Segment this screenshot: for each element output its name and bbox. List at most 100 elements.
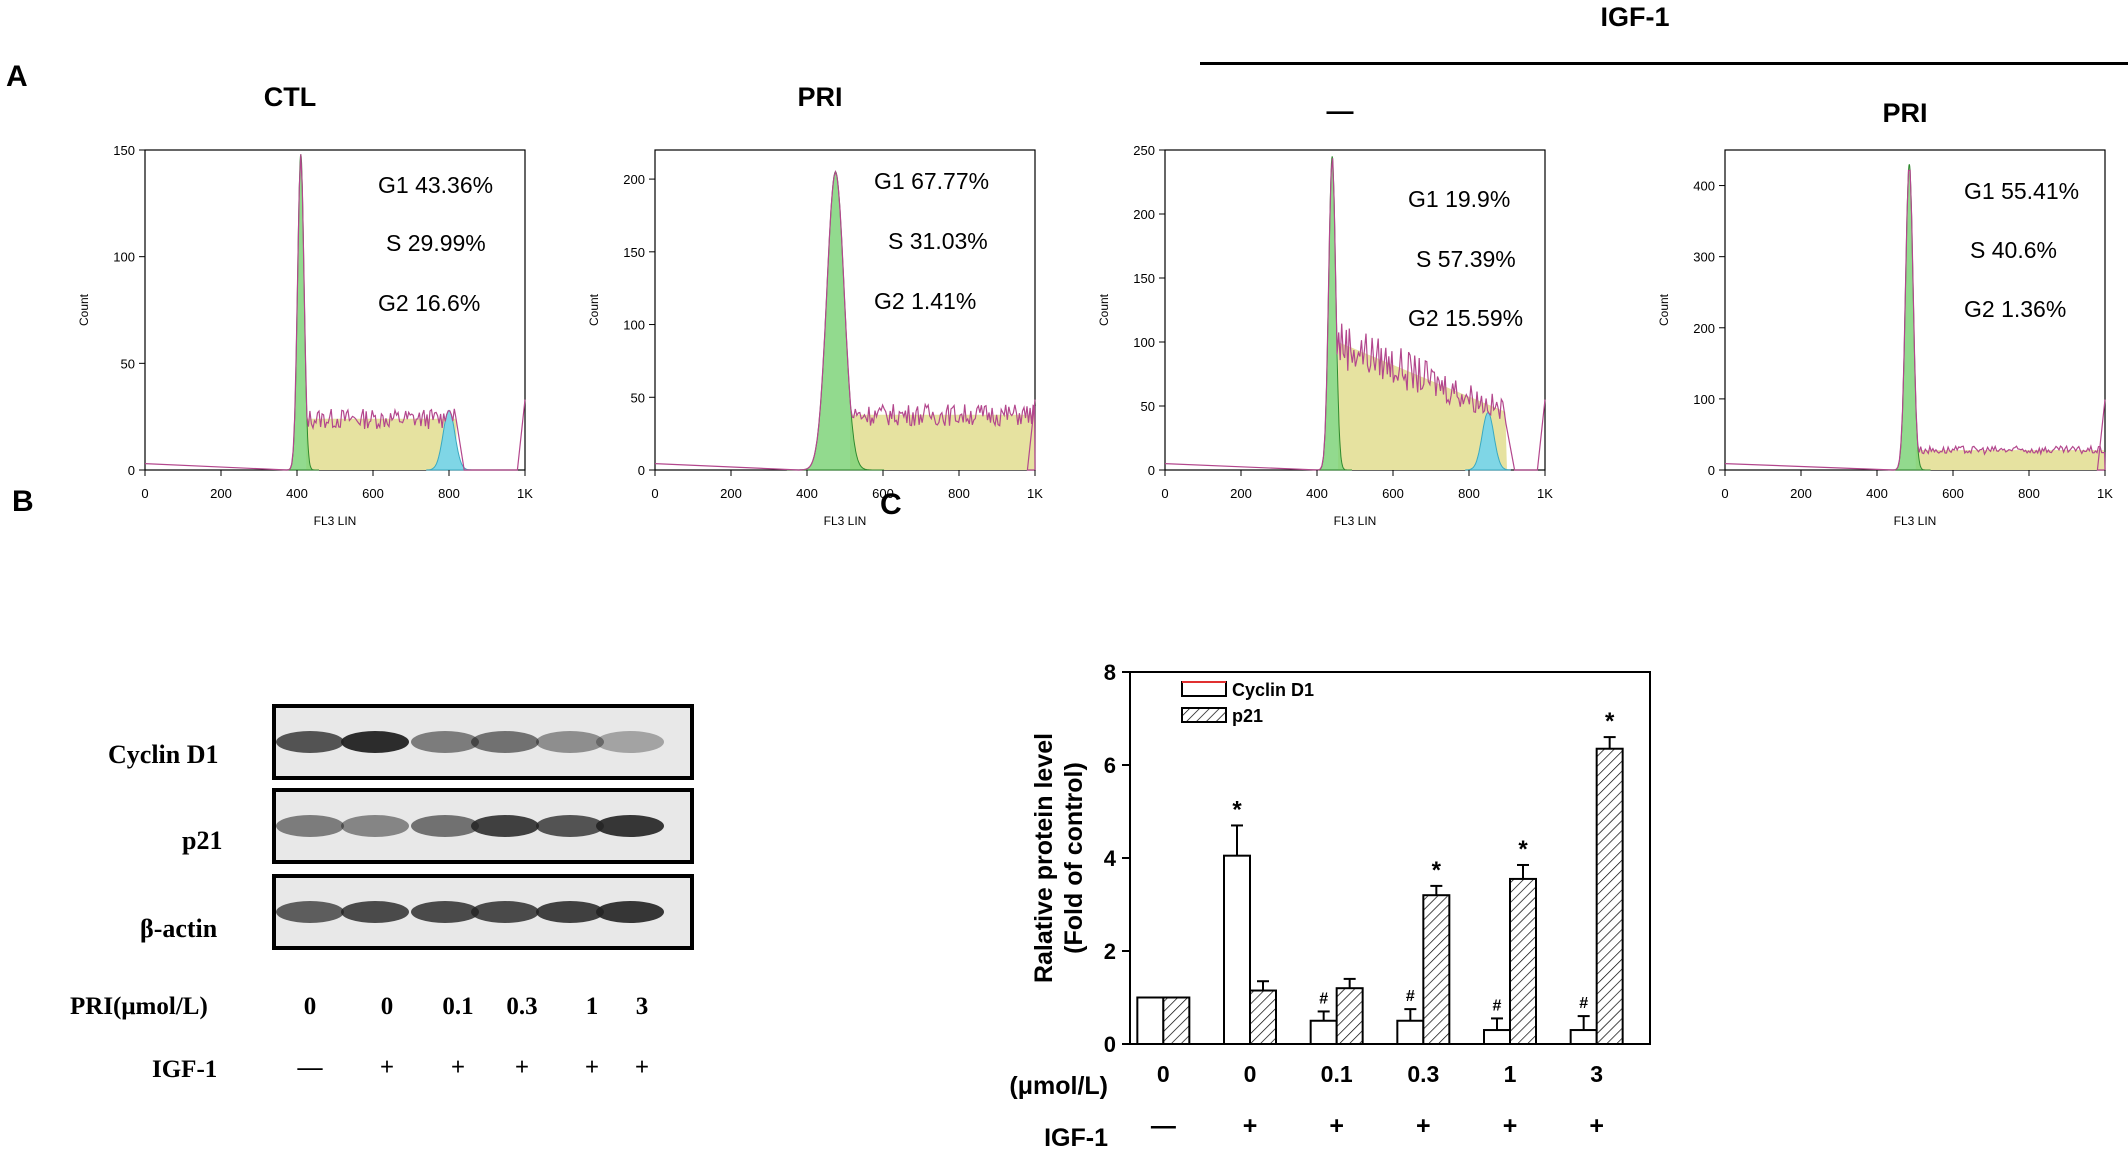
bar-cyclin-d1 bbox=[1569, 1029, 1598, 1045]
hist-ytick-label: 150 bbox=[113, 143, 135, 158]
chart-igf-value: + bbox=[1243, 1112, 1258, 1140]
hist-xtick-label: 0 bbox=[1721, 486, 1728, 501]
hist-xlabel: FL3 LIN bbox=[314, 514, 357, 528]
hist0-stat-g2: G2 16.6% bbox=[378, 290, 481, 316]
chart-xtick-label: 0.3 bbox=[1407, 1061, 1439, 1087]
histogram-igf: 0 50 100 150 200 250 0 200 400 600 800 1K FL3 LIN Cou… bbox=[1097, 143, 1553, 528]
hist-ytick-label: 100 bbox=[1133, 335, 1155, 350]
chart-xtick-label: 1 bbox=[1504, 1061, 1517, 1087]
chart-xtick-label: 0 bbox=[1157, 1061, 1170, 1087]
blot-band bbox=[596, 815, 664, 837]
hist-xtick-label: 800 bbox=[1458, 486, 1480, 501]
hist-ytick-label: 100 bbox=[1693, 392, 1715, 407]
blot-pri-value: 0 bbox=[380, 993, 394, 1020]
blot-pri-value: 1 bbox=[585, 993, 599, 1020]
chart-xtick-label: 3 bbox=[1590, 1061, 1603, 1087]
hist-xtick-label: 200 bbox=[720, 486, 742, 501]
chart-ytick-label: 8 bbox=[1104, 660, 1116, 685]
hist-xlabel: FL3 LIN bbox=[1894, 514, 1937, 528]
hist-s-phase-fill bbox=[850, 414, 1035, 470]
hist-xtick-label: 0 bbox=[141, 486, 148, 501]
blot-band bbox=[596, 731, 664, 753]
hist1-stat-g2: G2 1.41% bbox=[874, 288, 977, 314]
chart-igf-value: — bbox=[1151, 1112, 1176, 1140]
hist-ytick-label: 200 bbox=[1133, 207, 1155, 222]
bar-chart: 0 2 4 6 8 Ralative protein level (Fold of cont… bbox=[1010, 660, 1651, 1152]
chart-frame bbox=[1129, 671, 1651, 1045]
blot-pri-value: 0.1 bbox=[442, 993, 474, 1020]
hist-xtick-label: 200 bbox=[1230, 486, 1252, 501]
bar-p21 bbox=[1509, 877, 1537, 1045]
blot-igf-value: + bbox=[584, 1054, 600, 1081]
blot-band bbox=[341, 731, 409, 753]
chart-igf-value: + bbox=[1416, 1112, 1431, 1140]
blot-band bbox=[341, 901, 409, 923]
hist-xtick-label: 1K bbox=[1537, 486, 1553, 501]
blot-igf-value: + bbox=[379, 1054, 395, 1081]
hist-ylabel: Count bbox=[77, 293, 91, 326]
hist-data-trace bbox=[654, 169, 1036, 471]
hist1-stat-g1: G1 67.77% bbox=[874, 168, 990, 194]
hist0-stat-g1: G1 43.36% bbox=[378, 172, 494, 198]
significance-mark: * bbox=[1432, 857, 1442, 884]
hist-ytick-label: 0 bbox=[638, 463, 645, 478]
hist-ylabel: Count bbox=[1097, 293, 1111, 326]
hist-xtick-label: 400 bbox=[1866, 486, 1888, 501]
blot-band bbox=[411, 901, 479, 923]
bar-p21 bbox=[1595, 747, 1624, 1045]
significance-mark: * bbox=[1518, 836, 1528, 863]
chart-pri-label: PRI(μmol/L) bbox=[1010, 1072, 1108, 1100]
hist-xlabel: FL3 LIN bbox=[1334, 514, 1377, 528]
chart-igf-label: IGF-1 bbox=[1044, 1124, 1108, 1152]
blot-label-cyclin-d1: Cyclin D1 bbox=[108, 740, 219, 769]
histogram-ctl: 0 50 100 150 0 200 400 600 800 1K FL3 LIN Count bbox=[77, 143, 533, 528]
hist-xtick-label: 1K bbox=[517, 486, 533, 501]
chart-xtick-label: 0 bbox=[1244, 1061, 1257, 1087]
hist-xtick-label: 400 bbox=[796, 486, 818, 501]
blot-igf-value: + bbox=[634, 1054, 650, 1081]
blot-band bbox=[536, 731, 604, 753]
blot-band bbox=[276, 901, 344, 923]
significance-mark: * bbox=[1605, 708, 1615, 735]
hist-xtick-label: 200 bbox=[1790, 486, 1812, 501]
hist-xtick-label: 1K bbox=[2097, 486, 2113, 501]
hist-xtick-label: 800 bbox=[948, 486, 970, 501]
hist-title-pri: PRI bbox=[797, 82, 843, 112]
chart-ytick-label: 6 bbox=[1104, 753, 1116, 778]
hist-ytick-label: 50 bbox=[121, 356, 135, 371]
hist-ytick-label: 0 bbox=[1148, 463, 1155, 478]
hist2-stat-g1: G1 19.9% bbox=[1408, 186, 1511, 212]
blot-label-beta-actin: β-actin bbox=[140, 914, 218, 943]
hist-ytick-label: 50 bbox=[631, 390, 645, 405]
legend-label-cyclin-d1: Cyclin D1 bbox=[1232, 680, 1314, 700]
hist3-stat-g2: G2 1.36% bbox=[1964, 296, 2067, 322]
hist-xtick-label: 1K bbox=[1027, 486, 1043, 501]
chart-ylabel-line2: (Fold of control) bbox=[1060, 762, 1088, 954]
hist2-stat-s: S 57.39% bbox=[1416, 246, 1516, 272]
chart-igf-value: + bbox=[1589, 1112, 1604, 1140]
blot-band bbox=[411, 815, 479, 837]
hist-xtick-label: 600 bbox=[1382, 486, 1404, 501]
hist-ytick-label: 0 bbox=[1708, 463, 1715, 478]
bar-p21 bbox=[1162, 996, 1191, 1045]
hist-s-phase-fill bbox=[1915, 450, 2105, 470]
blot-pri-label: PRI(μmol/L) bbox=[70, 993, 208, 1020]
chart-ylabel-line1: Ralative protein level bbox=[1030, 733, 1058, 983]
hist-ytick-label: 200 bbox=[623, 172, 645, 187]
hist-ytick-label: 400 bbox=[1693, 179, 1715, 194]
hist-xtick-label: 600 bbox=[872, 486, 894, 501]
bar-cyclin-d1 bbox=[1136, 996, 1165, 1045]
hist-xtick-label: 600 bbox=[1942, 486, 1964, 501]
legend-label-p21: p21 bbox=[1232, 706, 1263, 726]
blot-pri-value: 0.3 bbox=[506, 993, 538, 1020]
chart-igf-value: + bbox=[1503, 1112, 1518, 1140]
blot-pri-value: 3 bbox=[635, 993, 649, 1020]
hist0-stat-s: S 29.99% bbox=[386, 230, 486, 256]
significance-mark: * bbox=[1232, 796, 1242, 823]
hist-ytick-label: 100 bbox=[623, 318, 645, 333]
bar-p21 bbox=[1335, 987, 1364, 1046]
significance-mark: # bbox=[1579, 995, 1588, 1012]
bar-cyclin-d1 bbox=[1483, 1029, 1511, 1045]
hist-ylabel: Count bbox=[1657, 293, 1671, 326]
hist-ytick-label: 200 bbox=[1693, 321, 1715, 336]
